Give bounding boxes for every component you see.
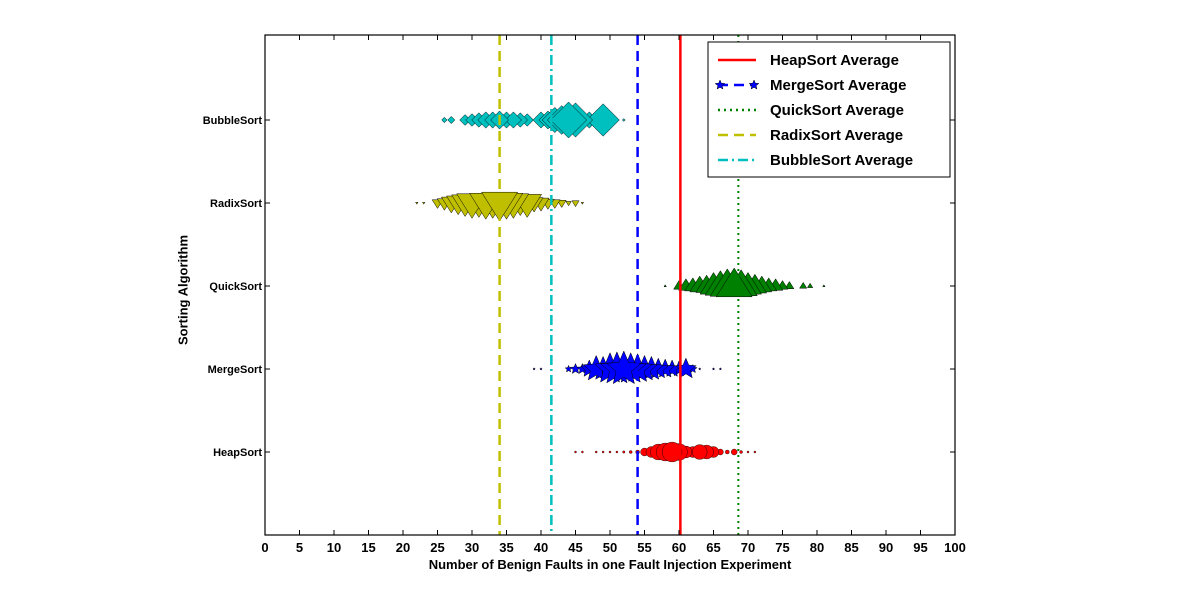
legend-label: BubbleSort Average	[770, 152, 913, 169]
data-point-bubblesort	[441, 116, 448, 124]
data-point-heapsort	[739, 450, 743, 454]
data-point-heapsort	[601, 450, 605, 454]
x-tick-label: 100	[944, 540, 966, 555]
x-tick-label: 85	[844, 540, 858, 555]
data-point-heapsort	[622, 450, 626, 454]
data-point-heapsort	[595, 450, 598, 454]
data-point-mergesort	[711, 367, 716, 371]
data-point-heapsort	[608, 450, 612, 454]
legend-label: HeapSort Average	[770, 52, 899, 69]
data-point-quicksort	[822, 284, 826, 287]
data-point-radixsort	[422, 202, 426, 205]
x-tick-label: 30	[465, 540, 479, 555]
y-tick-label: MergeSort	[208, 364, 263, 376]
x-tick-label: 70	[741, 540, 755, 555]
data-point-radixsort	[415, 202, 419, 205]
x-tick-label: 90	[879, 540, 893, 555]
y-axis-label: Sorting Algorithm	[175, 234, 191, 346]
data-point-heapsort	[731, 448, 738, 456]
x-tick-label: 20	[396, 540, 410, 555]
x-tick-label: 80	[810, 540, 824, 555]
data-point-quicksort	[799, 281, 808, 289]
data-point-bubblesort	[622, 118, 626, 122]
legend-marker-mergesort	[748, 79, 760, 90]
data-point-mergesort	[674, 357, 697, 379]
y-tick-label: RadixSort	[210, 198, 262, 210]
data-point-heapsort	[574, 450, 577, 454]
data-point-quicksort	[663, 284, 667, 287]
data-point-heapsort	[629, 450, 633, 454]
y-tick-label: QuickSort	[209, 281, 262, 293]
data-point-heapsort	[753, 450, 757, 454]
data-point-mergesort	[697, 367, 702, 371]
data-point-heapsort	[725, 449, 730, 455]
x-tick-label: 0	[261, 540, 268, 555]
data-point-quicksort	[784, 281, 795, 289]
data-point-quicksort	[715, 267, 753, 298]
x-axis-label: Number of Benign Faults in one Fault Inj…	[428, 557, 792, 572]
data-point-mergesort	[539, 367, 543, 371]
data-point-heapsort	[692, 444, 708, 460]
data-point-radixsort	[481, 191, 519, 222]
data-point-radixsort	[571, 200, 580, 208]
x-tick-label: 75	[775, 540, 789, 555]
x-tick-label: 95	[913, 540, 927, 555]
data-point-radixsort	[556, 200, 567, 208]
x-tick-label: 35	[499, 540, 513, 555]
x-tick-label: 15	[361, 540, 375, 555]
legend-label: QuickSort Average	[770, 102, 904, 119]
data-point-heapsort	[661, 441, 683, 463]
data-point-radixsort	[565, 201, 572, 207]
x-tick-label: 40	[534, 540, 548, 555]
x-tick-label: 5	[296, 540, 303, 555]
legend-marker-mergesort	[714, 79, 726, 90]
x-tick-label: 50	[603, 540, 617, 555]
x-tick-label: 45	[568, 540, 582, 555]
data-point-mergesort	[718, 367, 723, 371]
data-point-radixsort	[580, 202, 585, 205]
x-tick-label: 25	[430, 540, 444, 555]
data-point-quicksort	[806, 282, 814, 288]
data-point-bubblesort	[447, 116, 456, 124]
y-tick-label: HeapSort	[213, 447, 262, 459]
data-point-bubblesort	[504, 111, 522, 129]
x-tick-label: 60	[672, 540, 686, 555]
data-point-heapsort	[746, 450, 750, 454]
data-point-mergesort	[532, 367, 536, 371]
data-point-heapsort	[581, 450, 584, 454]
legend-label: RadixSort Average	[770, 127, 903, 144]
x-tick-label: 65	[706, 540, 720, 555]
x-tick-label: 10	[327, 540, 341, 555]
data-point-bubblesort	[550, 101, 587, 139]
data-point-heapsort	[615, 450, 619, 454]
legend-label: MergeSort Average	[770, 77, 906, 94]
data-point-bubblesort	[586, 103, 620, 137]
x-tick-label: 55	[637, 540, 651, 555]
y-tick-label: BubbleSort	[203, 115, 263, 127]
